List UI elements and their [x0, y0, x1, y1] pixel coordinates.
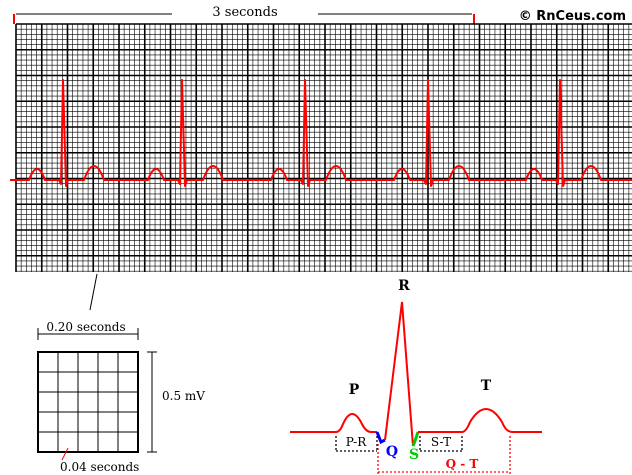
- q-wave-label: Q: [386, 444, 398, 460]
- copyright-text: © RnCeus.com: [519, 9, 626, 24]
- s-wave-label: S: [409, 447, 419, 463]
- magnify-leader-line: [89, 273, 98, 311]
- st-interval-label: S-T: [431, 435, 451, 449]
- s-wave: [411, 431, 420, 447]
- large-box-detail: 0.20 seconds 0.5 mV 0.04 seconds: [37, 320, 205, 474]
- t-wave-label: T: [481, 378, 492, 394]
- small-box-pointer: [61, 447, 69, 461]
- box-height-label: 0.5 mV: [162, 389, 205, 403]
- r-wave-label: R: [398, 278, 410, 294]
- small-box-label: 0.04 seconds: [60, 460, 139, 474]
- pr-segment-bracket: [335, 436, 378, 452]
- three-second-marker: 3 seconds: [13, 5, 475, 24]
- duration-label: 3 seconds: [212, 5, 277, 20]
- strip-grid: [15, 23, 632, 272]
- st-segment-bracket: [419, 436, 463, 452]
- ecg-strip: [10, 23, 632, 272]
- large-box: [37, 351, 139, 453]
- box-width-label: 0.20 seconds: [46, 320, 125, 334]
- pqrst-complex: P R T Q S P-R S-T Q - T: [290, 278, 542, 475]
- large-box-inner-grid: [38, 352, 138, 452]
- complex-baseline-right: [418, 408, 542, 433]
- complex-baseline-left: [290, 413, 377, 433]
- ecg-trace: [10, 79, 632, 187]
- q-wave: [375, 431, 386, 445]
- pr-interval-label: P-R: [346, 435, 367, 449]
- r-wave: [384, 301, 414, 447]
- qt-interval-bracket: [377, 436, 511, 475]
- p-wave-label: P: [349, 382, 360, 398]
- qt-interval-label: Q - T: [446, 457, 479, 471]
